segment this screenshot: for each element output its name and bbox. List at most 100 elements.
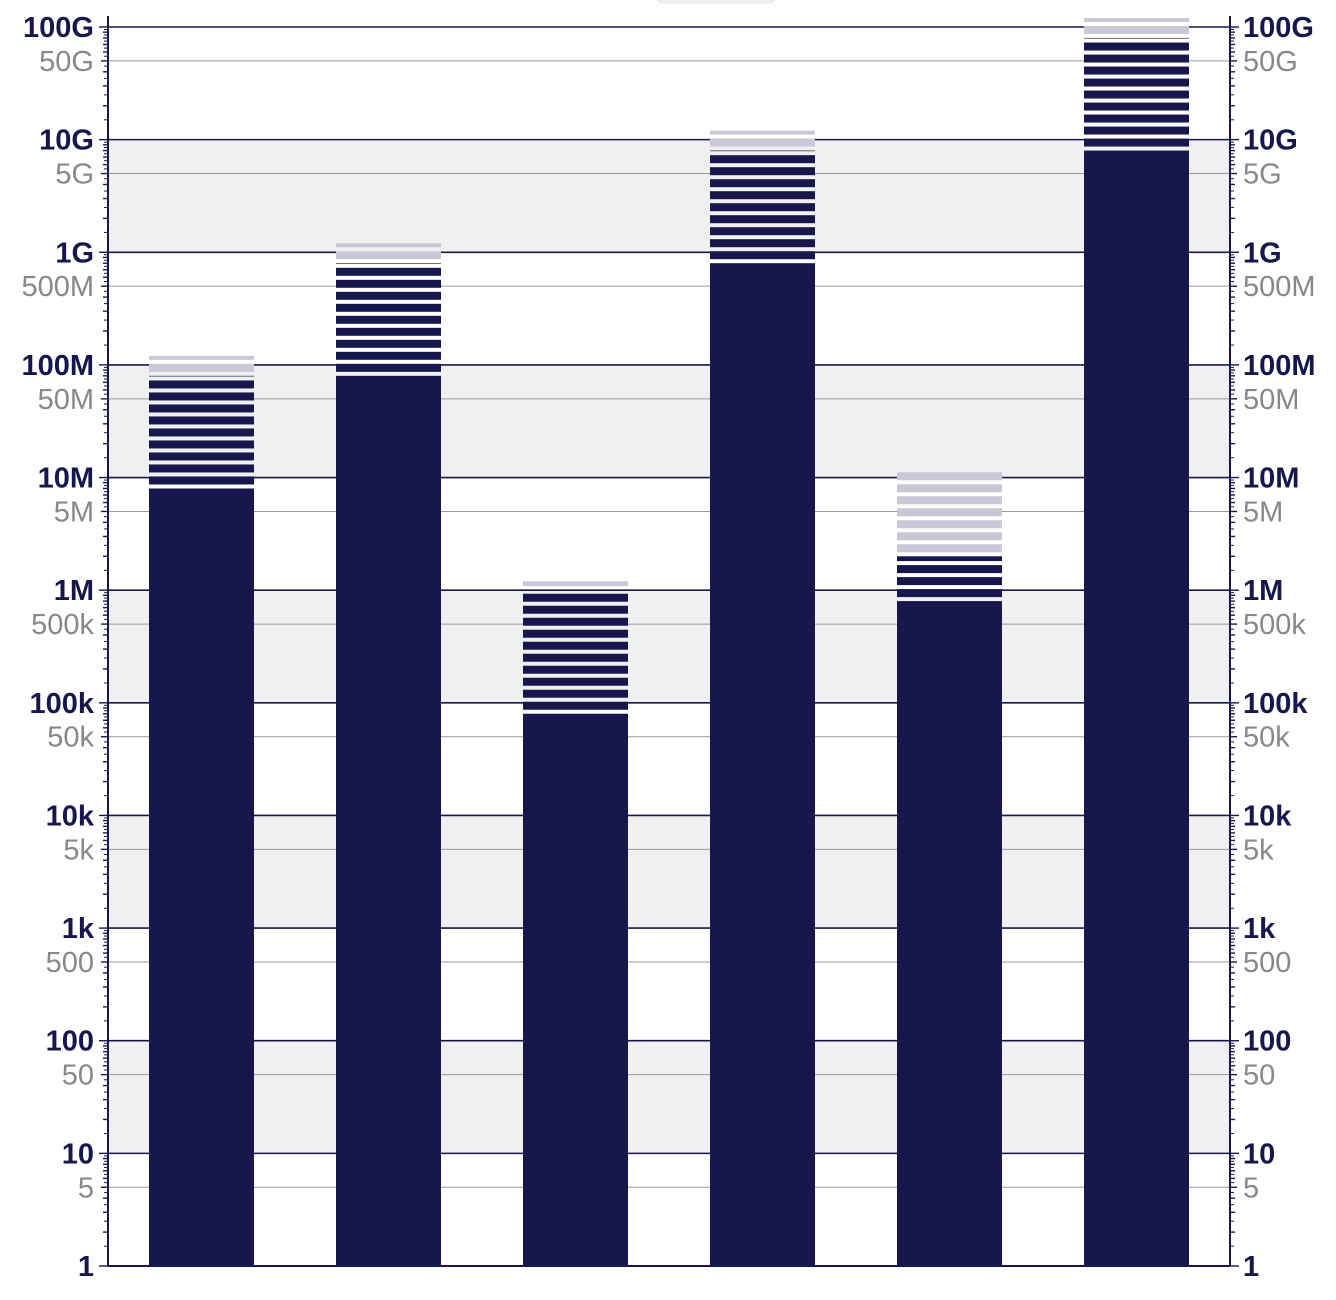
left-tick-label: 50k	[47, 722, 94, 754]
bar-stripe	[897, 508, 1002, 517]
right-tick-label: 10G	[1243, 125, 1298, 157]
bar-stripe	[149, 440, 254, 449]
bar-stripe	[710, 130, 815, 135]
bar-stripe	[897, 577, 1002, 586]
bar-stripe	[336, 327, 441, 336]
bar-stripe	[336, 315, 441, 324]
left-tick-label: 10M	[38, 463, 94, 495]
bar-stripe	[149, 375, 254, 377]
right-tick-label: 100G	[1243, 12, 1314, 44]
bar-solid	[523, 713, 628, 1266]
right-tick-label: 1G	[1243, 237, 1282, 269]
grid-band	[108, 1040, 1230, 1154]
bar-2	[336, 243, 441, 1266]
bar-stripe	[523, 617, 628, 626]
bar-stripe	[336, 291, 441, 300]
left-tick-label: 10	[62, 1138, 94, 1170]
bar-stripe	[710, 203, 815, 212]
bar-stripe	[149, 428, 254, 437]
bar-stripe	[897, 544, 1002, 553]
right-tick-label: 500k	[1243, 609, 1306, 641]
right-tick-label: 100M	[1243, 350, 1316, 382]
bar-stripe	[897, 556, 1002, 562]
bar-stripe	[523, 689, 628, 698]
bar-stripe	[710, 191, 815, 200]
bar-stripe	[523, 653, 628, 662]
bar-stripe	[710, 251, 815, 260]
bar-stripe	[149, 476, 254, 485]
bar-solid	[710, 263, 815, 1266]
bars	[149, 18, 1189, 1266]
bar-stripe	[523, 641, 628, 650]
grid-band	[108, 590, 1230, 703]
bar-stripe	[1084, 37, 1189, 39]
left-tick-label: 100	[46, 1026, 94, 1058]
bar-stripe	[149, 416, 254, 425]
top-tab	[656, 0, 776, 4]
bar-solid	[149, 488, 254, 1266]
bar-stripe	[1084, 114, 1189, 123]
left-tick-label: 100G	[23, 12, 94, 44]
right-tick-label: 50k	[1243, 722, 1290, 754]
bar-stripe	[710, 155, 815, 164]
bar-stripe	[1084, 138, 1189, 147]
right-tick-label: 5M	[1243, 496, 1283, 528]
left-tick-label: 100M	[21, 350, 94, 382]
bar-stripe	[336, 279, 441, 288]
bar-stripe	[897, 520, 1002, 529]
right-tick-label: 1	[1243, 1251, 1259, 1283]
bar-stripe	[149, 363, 254, 372]
right-tick-label: 10M	[1243, 463, 1299, 495]
bar-stripe	[523, 665, 628, 674]
bar-stripe	[523, 701, 628, 710]
bar-stripe	[1084, 42, 1189, 51]
bar-stripe	[710, 179, 815, 188]
bar-stripe	[336, 267, 441, 276]
grid-band	[108, 364, 1230, 478]
bar-stripe	[1084, 18, 1189, 22]
bar-stripe	[336, 339, 441, 348]
left-tick-label: 50M	[38, 384, 94, 416]
left-tick-label: 1G	[55, 237, 94, 269]
bar-3	[523, 581, 628, 1266]
bar-stripe	[523, 677, 628, 686]
right-tick-label: 50M	[1243, 384, 1299, 416]
bar-stripe	[336, 251, 441, 260]
left-tick-label: 10k	[46, 800, 95, 832]
bar-stripe	[710, 138, 815, 147]
right-tick-label: 500M	[1243, 271, 1316, 303]
bar-stripe	[710, 239, 815, 248]
bar-stripe	[1084, 126, 1189, 135]
bar-stripe	[336, 243, 441, 248]
bar-stripe	[710, 150, 815, 152]
bar-stripe	[149, 392, 254, 401]
bar-solid	[897, 601, 1002, 1266]
bar-stripe	[1084, 66, 1189, 75]
right-tick-label: 5k	[1243, 834, 1274, 866]
bar-solid	[1084, 150, 1189, 1266]
right-tick-label: 500	[1243, 947, 1291, 979]
major-gridlines	[108, 26, 1230, 1267]
right-tick-label: 100k	[1243, 688, 1308, 720]
axes	[99, 16, 1239, 1267]
bar-stripe	[897, 496, 1002, 505]
bar-stripe	[897, 589, 1002, 598]
bar-5	[897, 472, 1002, 1266]
background-bands	[108, 139, 1230, 1154]
left-tick-label: 5k	[63, 834, 94, 866]
bar-stripe	[149, 355, 254, 360]
grid-band	[108, 815, 1230, 929]
bar-stripe	[897, 472, 1002, 481]
left-tick-label: 50G	[39, 46, 94, 78]
minor-gridlines	[108, 60, 1230, 1188]
bar-stripe	[710, 215, 815, 224]
left-tick-label: 10G	[39, 125, 94, 157]
bar-stripe	[149, 464, 254, 473]
grid-band	[108, 139, 1230, 253]
bar-1	[149, 355, 254, 1266]
left-tick-label: 1	[78, 1251, 94, 1283]
left-tick-label: 1M	[54, 575, 94, 607]
bar-stripe	[897, 484, 1002, 493]
left-tick-label: 5	[78, 1172, 94, 1204]
